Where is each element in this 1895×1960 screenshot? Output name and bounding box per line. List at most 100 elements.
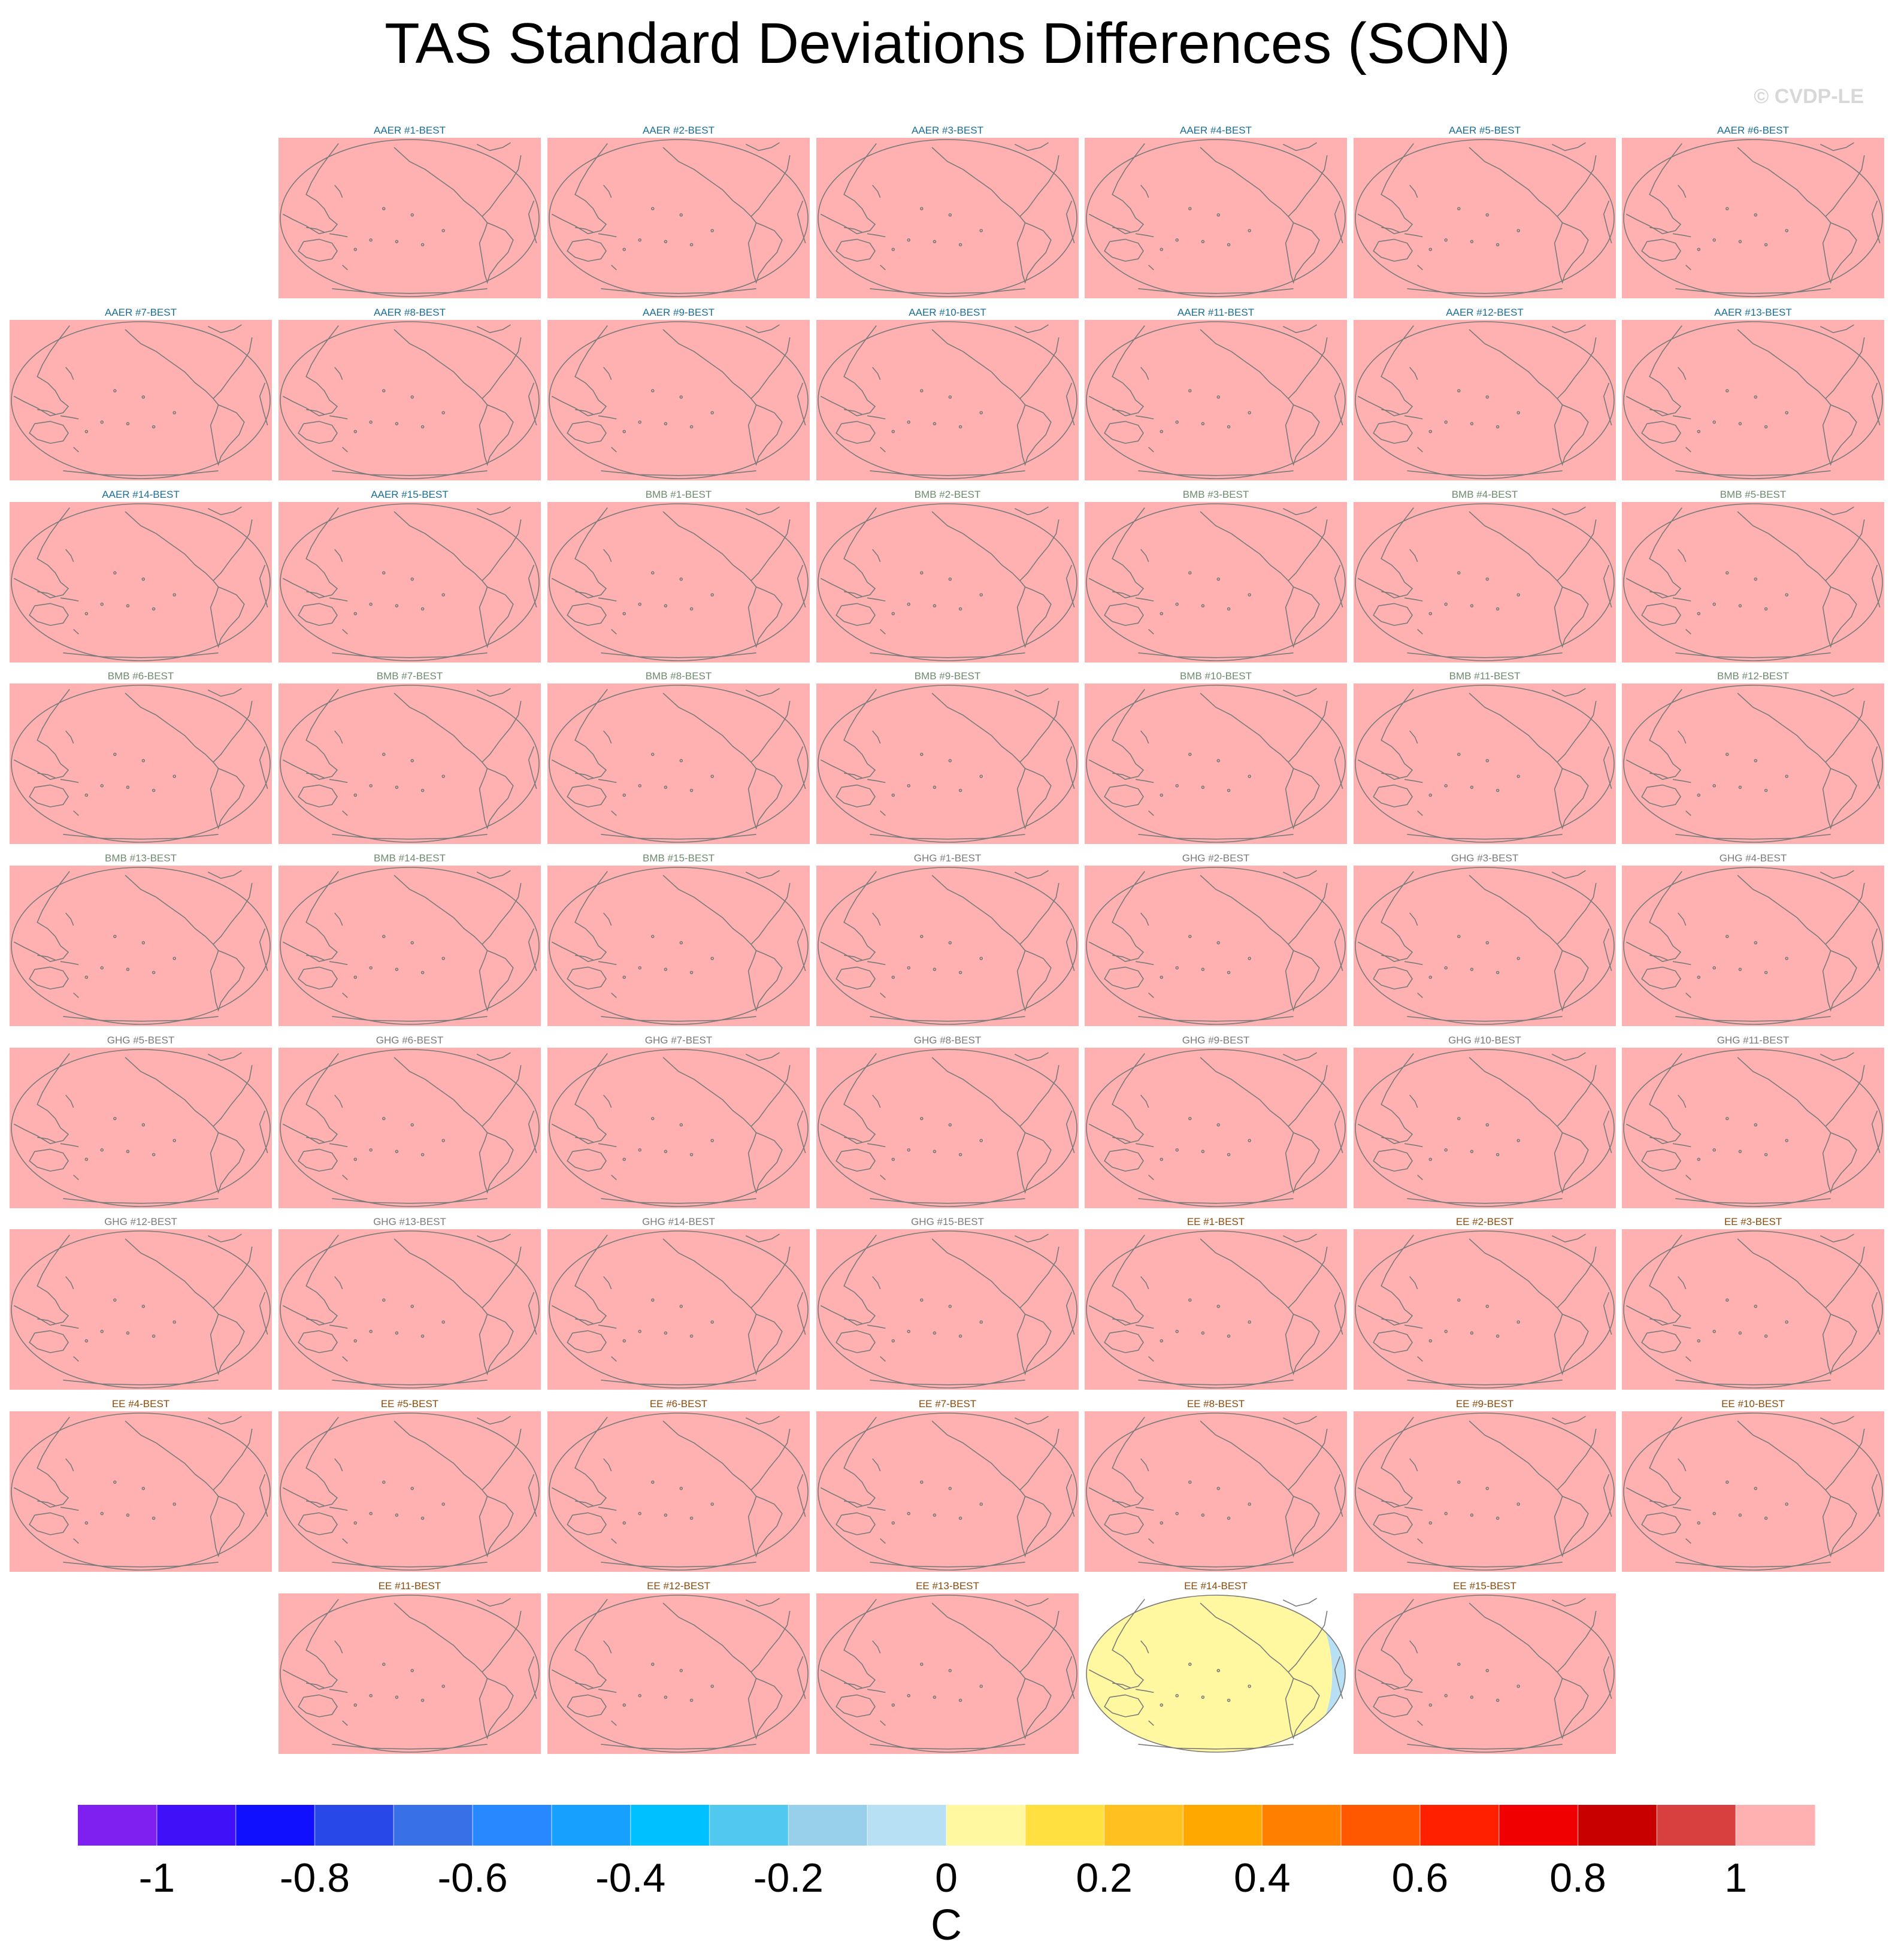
- map-panel: EE #11-BEST: [279, 1580, 541, 1754]
- coastlines: [551, 142, 806, 294]
- panel-title: GHG #4-BEST: [1719, 852, 1787, 864]
- map-outline: [1086, 139, 1346, 297]
- panel-title: GHG #13-BEST: [373, 1216, 446, 1227]
- world-map: [1354, 1593, 1616, 1754]
- colorbar-tick-label: -0.4: [595, 1855, 665, 1901]
- map-panel: BMB #10-BEST: [1085, 670, 1347, 844]
- panel-title: BMB #1-BEST: [645, 489, 712, 500]
- map-panel: GHG #6-BEST: [279, 1035, 541, 1208]
- map-panel: GHG #3-BEST: [1354, 852, 1616, 1026]
- world-map: [816, 502, 1079, 663]
- map-outline: [549, 867, 809, 1025]
- coastlines: [1357, 1415, 1612, 1568]
- panel-title: GHG #8-BEST: [913, 1035, 982, 1046]
- panel-title: BMB #13-BEST: [105, 852, 177, 864]
- map-panel: AAER #12-BEST: [1354, 307, 1616, 480]
- coastlines: [551, 870, 806, 1022]
- map-panel: AAER #7-BEST: [10, 307, 272, 480]
- world-map: [1622, 320, 1884, 480]
- colorbar-swatch: [1657, 1805, 1736, 1846]
- panel-title: AAER #5-BEST: [1449, 125, 1521, 136]
- panel-title: EE #8-BEST: [1186, 1398, 1245, 1409]
- coastlines: [1088, 1598, 1343, 1750]
- colorbar-swatch: [551, 1805, 631, 1846]
- coastlines: [1625, 1415, 1881, 1568]
- coastlines: [1357, 1233, 1612, 1386]
- map-panel: EE #13-BEST: [816, 1580, 1079, 1754]
- map-outline: [1355, 503, 1615, 661]
- panel-title: AAER #11-BEST: [1177, 307, 1255, 318]
- map-outline: [549, 503, 809, 661]
- colorbar-swatch: [1736, 1805, 1815, 1846]
- world-map: [1085, 1048, 1347, 1208]
- map-panel: EE #1-BEST: [1085, 1216, 1347, 1390]
- map-panel: EE #2-BEST: [1354, 1216, 1616, 1390]
- coastlines: [13, 688, 268, 840]
- panel-title: BMB #14-BEST: [374, 852, 446, 864]
- map-panel: BMB #9-BEST: [816, 670, 1079, 844]
- map-outline: [1623, 867, 1883, 1025]
- world-map: [1354, 320, 1616, 480]
- coastlines: [551, 324, 806, 476]
- map-panel: AAER #4-BEST: [1085, 125, 1347, 298]
- panel-title: EE #6-BEST: [649, 1398, 708, 1409]
- coastlines: [1357, 1598, 1612, 1750]
- world-map: [1622, 1048, 1884, 1208]
- map-panel: EE #5-BEST: [279, 1398, 541, 1572]
- colorbar-swatch: [78, 1805, 158, 1846]
- map-outline: [818, 685, 1077, 843]
- colorbar-swatch: [156, 1805, 237, 1846]
- coastlines: [1088, 506, 1343, 658]
- colorbar-tick-label: 1: [1724, 1855, 1747, 1901]
- map-outline: [280, 1230, 540, 1389]
- map-panel: BMB #13-BEST: [10, 852, 272, 1026]
- coastlines: [13, 1415, 268, 1568]
- coastlines: [1088, 1052, 1343, 1204]
- colorbar-swatch: [1341, 1805, 1421, 1846]
- world-map: [10, 1229, 272, 1390]
- map-panel: GHG #13-BEST: [279, 1216, 541, 1390]
- map-panel: BMB #12-BEST: [1622, 670, 1884, 844]
- world-map: [1622, 502, 1884, 663]
- coastlines: [820, 1052, 1075, 1204]
- colorbar-tick-label: 0.4: [1234, 1855, 1291, 1901]
- coastlines: [551, 688, 806, 840]
- coastlines: [820, 1233, 1075, 1386]
- map-outline: [280, 1595, 540, 1753]
- panel-title: BMB #8-BEST: [645, 670, 712, 682]
- coastlines: [13, 324, 268, 476]
- coastlines: [1625, 870, 1881, 1022]
- coastlines: [1357, 324, 1612, 476]
- map-panel: GHG #14-BEST: [547, 1216, 810, 1390]
- map-panel: BMB #5-BEST: [1622, 489, 1884, 663]
- world-map: [547, 502, 810, 663]
- coastlines: [820, 870, 1075, 1022]
- map-outline: [280, 867, 540, 1025]
- world-map: [1622, 866, 1884, 1026]
- map-panel: BMB #4-BEST: [1354, 489, 1616, 663]
- panel-title: GHG #9-BEST: [1182, 1035, 1250, 1046]
- coastlines: [551, 1233, 806, 1386]
- panel-title: BMB #4-BEST: [1451, 489, 1518, 500]
- map-panel: BMB #1-BEST: [547, 489, 810, 663]
- map-panel: BMB #7-BEST: [279, 670, 541, 844]
- colorbar-swatch: [235, 1805, 316, 1846]
- map-panel: BMB #3-BEST: [1085, 489, 1347, 663]
- map-outline: [1623, 503, 1883, 661]
- panel-title: AAER #15-BEST: [371, 489, 449, 500]
- coastlines: [820, 688, 1075, 840]
- map-outline: [818, 139, 1077, 297]
- map-panel: GHG #15-BEST: [816, 1216, 1079, 1390]
- map-outline: [280, 321, 540, 479]
- map-outline: [11, 685, 271, 843]
- map-panel: BMB #11-BEST: [1354, 670, 1616, 844]
- coastlines: [282, 142, 537, 294]
- map-panel: AAER #14-BEST: [10, 489, 272, 663]
- map-outline: [1086, 503, 1346, 661]
- panel-title: EE #13-BEST: [916, 1580, 979, 1592]
- world-map: [1085, 502, 1347, 663]
- map-outline: [818, 867, 1077, 1025]
- map-panel: BMB #6-BEST: [10, 670, 272, 844]
- map-outline: [549, 321, 809, 479]
- map-outline: [549, 685, 809, 843]
